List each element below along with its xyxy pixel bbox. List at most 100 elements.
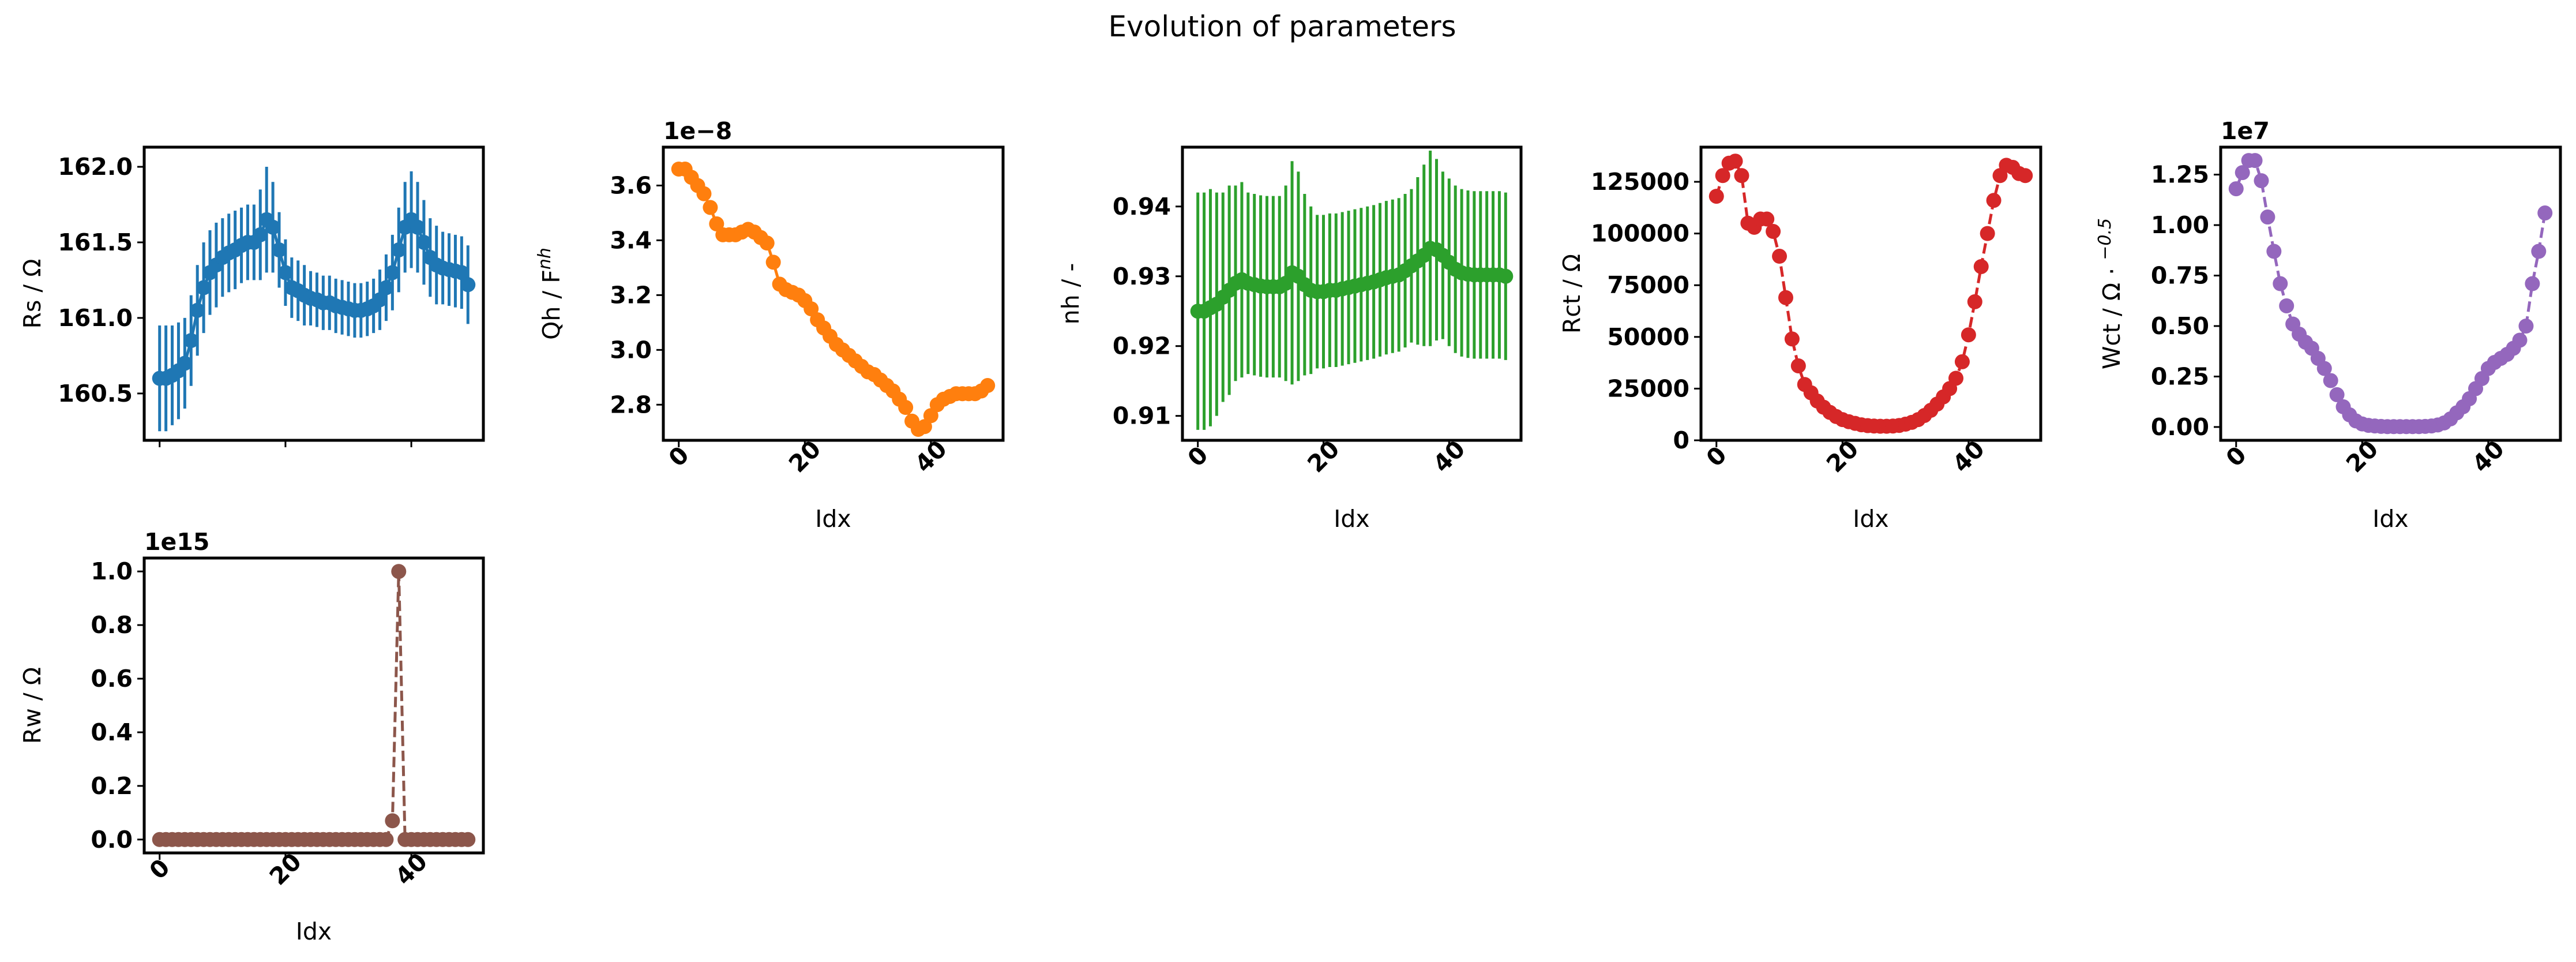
x-axis-label: Idx	[815, 505, 851, 533]
y-tick-label: 0.93	[1113, 263, 1171, 290]
data-point	[696, 186, 712, 201]
data-point	[378, 280, 394, 295]
data-point	[980, 378, 996, 394]
y-tick-label: 161.5	[58, 229, 133, 256]
data-point	[765, 254, 781, 270]
data-point	[1728, 154, 1743, 169]
data-point	[898, 400, 914, 416]
data-point	[1973, 259, 1989, 274]
data-point	[177, 355, 193, 371]
y-tick-label: 160.5	[58, 380, 133, 407]
y-tick-label: 0.50	[2151, 312, 2209, 340]
y-axis-label: Rct / Ω	[1558, 254, 1586, 334]
subplot-rs: 160.5 161.0 161.5 162.0 Rs / Ω	[18, 145, 485, 447]
figure-title: Evolution of parameters	[1108, 10, 1456, 43]
data-point	[272, 242, 287, 258]
axis-offset-label: 1e15	[144, 528, 209, 556]
axes-frame	[142, 556, 485, 855]
data-point	[385, 265, 400, 280]
data-point	[2279, 298, 2295, 313]
y-tick-label: 1.25	[2151, 161, 2209, 189]
y-axis-label: Rw / Ω	[18, 667, 46, 744]
x-tick-label: 0	[2221, 441, 2252, 472]
y-tick-label: 3.4	[610, 226, 652, 254]
y-tick-label: 0.75	[2151, 262, 2209, 290]
y-tick-label: 3.0	[610, 336, 652, 364]
y-tick-label: 2.8	[610, 391, 652, 418]
x-axis-label: Idx	[2372, 505, 2408, 533]
data-point	[2329, 387, 2345, 402]
data-point	[2260, 209, 2275, 225]
data-point	[1708, 189, 1724, 204]
data-point	[190, 302, 205, 318]
data-point	[454, 265, 470, 280]
data-point	[2518, 318, 2534, 334]
y-tick-label: 0.92	[1113, 332, 1171, 360]
x-axis-label: Idx	[1853, 505, 1888, 533]
data-point	[1498, 268, 1514, 284]
data-point	[2512, 332, 2528, 348]
x-axis-label: Idx	[296, 918, 332, 945]
x-tick-label: 0	[663, 441, 694, 472]
y-tick-label: 3.2	[610, 281, 652, 309]
y-tick-label: 0.00	[2151, 413, 2209, 441]
data-point	[391, 564, 407, 579]
series-line	[678, 167, 989, 432]
y-tick-label: 100000	[1591, 220, 1689, 248]
y-axis-label-superscript: −0.5	[2095, 218, 2115, 260]
data-point	[391, 242, 407, 258]
axes-frame	[1181, 145, 1523, 442]
axes-frame	[142, 145, 485, 442]
data-point	[1778, 290, 1793, 305]
y-axis-label: nh / -	[1057, 263, 1084, 325]
y-tick-label: 162.0	[58, 153, 133, 181]
y-tick-label: 125000	[1591, 168, 1689, 196]
data-point	[2228, 181, 2244, 197]
data-point	[277, 265, 293, 280]
data-point	[703, 200, 718, 215]
axis-offset-label: 1e−8	[663, 117, 732, 145]
data-point	[2235, 165, 2250, 181]
data-point	[917, 419, 932, 435]
x-tick-label: 0	[1182, 441, 1214, 472]
y-tick-label: 0.0	[91, 826, 133, 854]
data-point	[372, 292, 388, 308]
y-tick-label: 0.6	[91, 665, 133, 693]
axes-frame	[662, 145, 1005, 442]
data-point	[923, 408, 938, 424]
series-line	[1715, 159, 2026, 428]
data-point	[410, 219, 425, 235]
y-axis-label: Rs / Ω	[18, 259, 46, 328]
y-tick-label: 0.25	[2151, 362, 2209, 390]
y-axis-label-superscript: nh	[535, 248, 555, 269]
x-tick-label: 0	[144, 854, 175, 885]
data-point	[196, 280, 212, 295]
data-point	[1961, 327, 1976, 343]
x-axis-label: Idx	[1334, 505, 1369, 533]
data-point	[1766, 224, 1781, 239]
data-point	[265, 219, 281, 235]
data-point	[2525, 276, 2540, 291]
series-line	[159, 571, 468, 841]
data-point	[1986, 193, 2002, 208]
y-axis-label: Qh / Fnh	[535, 248, 565, 340]
y-tick-label: 25000	[1607, 375, 1689, 402]
y-tick-label: 0.8	[91, 611, 133, 639]
y-tick-label: 0.4	[91, 718, 133, 746]
y-tick-label: 0.94	[1113, 193, 1171, 220]
data-point	[1772, 249, 1788, 264]
y-tick-label: 50000	[1607, 323, 1689, 351]
data-point	[2316, 361, 2332, 376]
y-tick-label: 75000	[1607, 271, 1689, 299]
axis-offset-label: 1e7	[2221, 117, 2270, 145]
data-point	[183, 333, 199, 349]
axes-frame	[1699, 145, 2042, 442]
data-point	[2247, 153, 2263, 169]
data-point	[2018, 168, 2033, 184]
data-point	[2323, 373, 2338, 388]
data-point	[1954, 354, 1970, 369]
x-tick-label: 0	[1701, 441, 1732, 472]
